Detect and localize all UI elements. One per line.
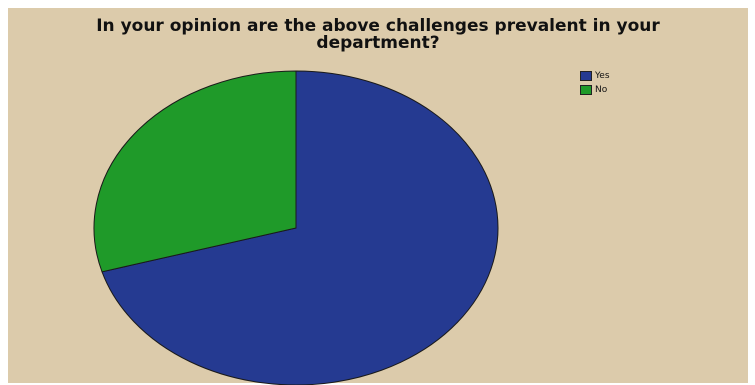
legend-label-yes: Yes	[595, 71, 610, 81]
pie-slice-no	[93, 70, 297, 273]
legend-item-yes: Yes	[580, 71, 610, 81]
legend-label-no: No	[595, 85, 608, 95]
legend-swatch-no	[580, 85, 592, 95]
pie-slice-yes	[101, 70, 499, 385]
chart-title: In your opinion are the above challenges…	[96, 16, 660, 53]
legend-swatch-yes	[580, 71, 592, 81]
pie-slices	[93, 70, 499, 385]
legend-item-no: No	[580, 85, 607, 95]
